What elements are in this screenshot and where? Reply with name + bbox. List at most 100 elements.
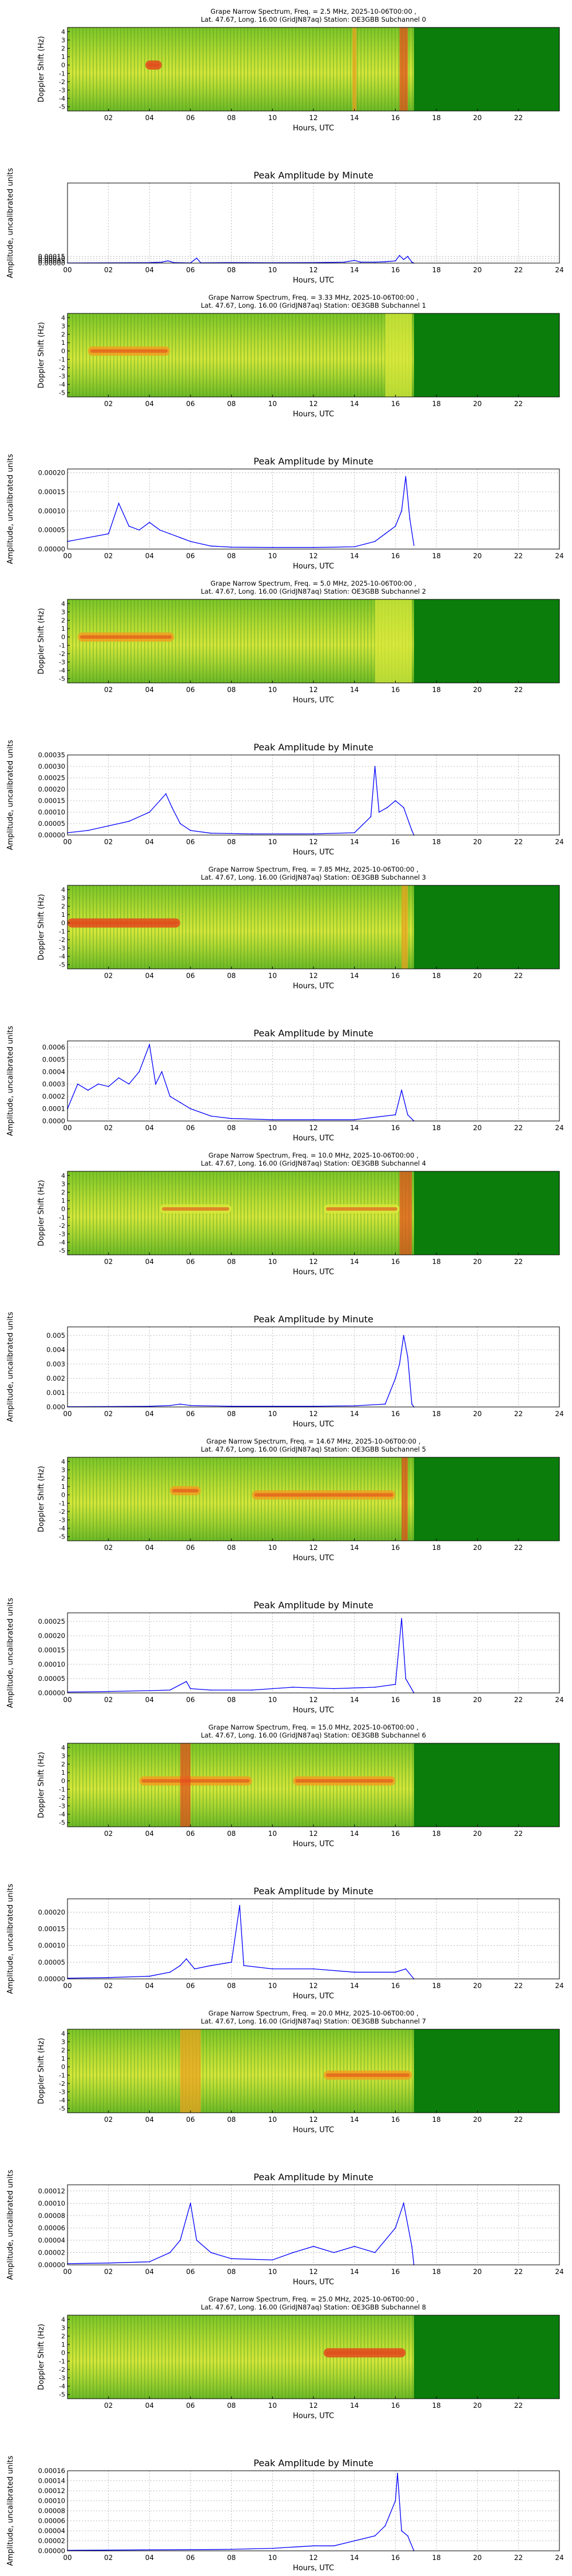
y-tick-label: 0.00010 [38,2199,65,2207]
x-tick-label: 18 [432,114,440,122]
y-tick-label: 0.00006 [38,2517,65,2525]
x-tick-label: 20 [473,2554,482,2562]
amplitude-frame [67,468,560,550]
amplitude-frame [67,2470,560,2551]
y-tick-label: 0.004 [46,1346,65,1354]
data-point [333,2252,335,2253]
amplitude-series-line [67,766,415,836]
x-tick-label: 02 [104,266,113,274]
y-tick-label: -3 [59,1231,65,1238]
x-tick-label: 12 [309,552,317,560]
x-tick-label: 18 [432,972,440,980]
x-tick-label: 16 [391,1696,400,1704]
y-tick-label: -2 [59,1794,65,1802]
x-tick-label: 02 [104,1258,113,1266]
x-tick-label: 20 [473,114,482,122]
y-tick-label: -3 [59,373,65,380]
y-tick-label: 2 [61,903,65,911]
y-tick-label: -2 [59,2080,65,2088]
x-tick-label: 02 [104,2554,113,2562]
x-tick-label: 12 [309,2116,317,2124]
data-point [405,476,407,478]
data-point [169,1689,171,1691]
y-tick-label: 0.00014 [38,2477,65,2485]
data-point [128,821,130,822]
data-point [87,830,89,831]
amplitude-frame [67,1040,560,1122]
data-point [155,1083,156,1085]
spectrogram-feature [385,313,412,397]
y-axis-label: Doppler Shift (Hz) [37,2324,46,2390]
x-tick-label: 14 [350,2268,359,2276]
x-tick-label: 14 [350,114,359,122]
x-axis-label: Hours, UTC [293,1706,334,1715]
data-point [313,547,314,548]
data-point [313,2545,314,2547]
x-tick-label: 12 [309,1544,317,1552]
y-tick-label: -5 [59,1533,65,1541]
y-tick-label: 0.00000 [38,1975,65,1983]
data-point [413,544,415,546]
x-tick-label: 14 [350,2116,359,2124]
x-tick-label: 04 [145,838,154,846]
x-tick-label: 08 [227,552,236,560]
x-tick-label: 12 [309,1696,317,1704]
data-point [333,2545,335,2547]
x-tick-label: 12 [309,1830,317,1838]
y-tick-label: 0.00012 [38,2487,65,2495]
data-point [384,261,386,263]
y-tick-label: -4 [59,2097,65,2104]
spectrogram-feature-core [325,2073,410,2077]
amplitude-title: Peak Amplitude by Minute [253,2458,374,2468]
amplitude-series-line [67,2473,415,2551]
x-tick-label: 06 [186,1410,194,1418]
y-tick-label: -5 [59,675,65,683]
y-tick-label: 4 [61,314,65,321]
y-tick-label: 2 [61,617,65,625]
data-point [353,1119,355,1120]
y-tick-label: -2 [59,1222,65,1230]
y-tick-label: 3 [61,37,65,44]
x-tick-label: 20 [473,1124,482,1132]
y-tick-label: 0.00015 [38,488,65,496]
x-tick-label: 06 [186,266,194,274]
x-tick-label: 06 [186,552,194,560]
data-point [395,1378,396,1379]
data-point [313,1119,314,1120]
x-tick-label: 16 [391,1124,400,1132]
data-point [108,2262,109,2264]
y-axis-label: Amplitude, uncalibrated units [6,1883,15,1994]
x-axis-label: Hours, UTC [293,982,334,991]
amplitude-frame [67,754,560,836]
y-tick-label: 0.00000 [38,545,65,553]
y-tick-label: 0.00000 [38,259,65,267]
data-point [239,1905,240,1906]
data-point [194,1968,196,1970]
y-tick-label: 0 [61,2064,65,2071]
x-tick-label: 04 [145,1830,154,1838]
x-tick-label: 08 [227,2268,236,2276]
x-tick-label: 20 [473,266,482,274]
x-tick-label: 20 [473,2268,482,2276]
y-axis-label: Amplitude, uncalibrated units [6,2455,15,2566]
x-tick-label: 04 [145,1258,154,1266]
x-tick-label: 24 [555,838,563,846]
y-tick-label: 0.00004 [38,2236,65,2244]
data-point [411,261,412,263]
data-point [399,1363,400,1365]
x-tick-label: 00 [63,1124,72,1132]
data-point [313,1968,314,1970]
y-tick-label: -4 [59,381,65,388]
x-tick-label: 24 [555,552,563,560]
data-point [210,1689,212,1691]
x-tick-label: 14 [350,686,359,694]
y-tick-label: 0.00006 [38,2224,65,2232]
data-point [395,800,396,801]
spectrogram-panel: Grape Narrow Spectrum, Freq. = 7.85 MHz,… [37,865,560,991]
amplitude-panel: Peak Amplitude by Minute 0.00000 0.00002 0.… [6,2455,564,2573]
y-tick-label: 2 [61,1189,65,1196]
data-point [353,1971,355,1973]
x-tick-label: 20 [473,1830,482,1838]
spectrogram-panel: Grape Narrow Spectrum, Freq. = 14.67 MHz… [37,1437,560,1563]
data-point [374,261,376,263]
